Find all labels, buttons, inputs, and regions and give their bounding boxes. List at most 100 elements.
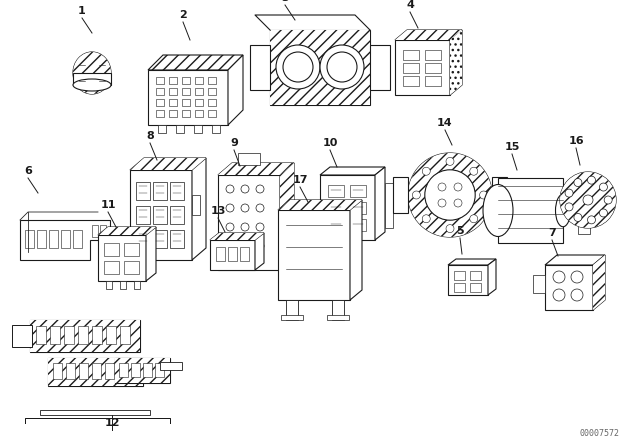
- Circle shape: [600, 209, 607, 217]
- Circle shape: [256, 223, 264, 231]
- Bar: [270, 30, 370, 105]
- Bar: [250, 45, 270, 90]
- Bar: [143, 363, 152, 377]
- Polygon shape: [210, 233, 264, 240]
- Bar: [66, 363, 75, 379]
- Polygon shape: [395, 30, 462, 40]
- Circle shape: [256, 204, 264, 212]
- Bar: [158, 125, 166, 133]
- Bar: [578, 222, 590, 234]
- Bar: [498, 178, 563, 243]
- Bar: [169, 88, 177, 95]
- Circle shape: [565, 203, 573, 211]
- Ellipse shape: [483, 185, 513, 237]
- Bar: [350, 219, 366, 231]
- Circle shape: [588, 216, 595, 224]
- Bar: [30, 320, 140, 352]
- Bar: [156, 99, 164, 106]
- Bar: [170, 230, 184, 248]
- Circle shape: [588, 176, 595, 184]
- Bar: [120, 281, 126, 289]
- Polygon shape: [450, 30, 462, 95]
- Bar: [270, 30, 370, 105]
- Text: 5: 5: [456, 226, 464, 236]
- Circle shape: [454, 183, 462, 191]
- Text: 4: 4: [406, 0, 414, 10]
- Bar: [210, 240, 255, 270]
- Bar: [48, 358, 143, 386]
- Bar: [79, 363, 88, 379]
- Bar: [148, 70, 228, 125]
- Circle shape: [226, 204, 234, 212]
- Circle shape: [408, 153, 492, 237]
- Circle shape: [438, 183, 446, 191]
- Circle shape: [479, 191, 488, 199]
- Bar: [448, 265, 488, 295]
- Text: 13: 13: [211, 206, 226, 216]
- Circle shape: [600, 183, 607, 191]
- Bar: [403, 50, 419, 60]
- Circle shape: [470, 215, 477, 223]
- Circle shape: [241, 185, 249, 193]
- Polygon shape: [320, 167, 385, 175]
- Circle shape: [226, 223, 234, 231]
- Bar: [454, 283, 465, 292]
- Bar: [578, 204, 590, 216]
- Text: 14: 14: [437, 118, 453, 128]
- Bar: [73, 230, 82, 248]
- Bar: [240, 247, 249, 261]
- Bar: [470, 283, 481, 292]
- Ellipse shape: [556, 194, 570, 227]
- Bar: [106, 281, 112, 289]
- Bar: [124, 261, 139, 274]
- Bar: [37, 230, 46, 248]
- Bar: [136, 230, 150, 248]
- Bar: [320, 175, 375, 240]
- Circle shape: [226, 242, 234, 250]
- Bar: [169, 110, 177, 117]
- Bar: [228, 247, 237, 261]
- Bar: [169, 99, 177, 106]
- Bar: [153, 230, 167, 248]
- Circle shape: [412, 191, 420, 199]
- Bar: [195, 110, 203, 117]
- Circle shape: [553, 289, 565, 301]
- Bar: [393, 177, 408, 213]
- Circle shape: [256, 242, 264, 250]
- Bar: [327, 315, 349, 320]
- Text: 00007572: 00007572: [580, 429, 620, 438]
- Bar: [208, 110, 216, 117]
- Bar: [192, 195, 200, 215]
- Bar: [134, 281, 140, 289]
- Polygon shape: [395, 30, 462, 40]
- Bar: [12, 325, 32, 347]
- Bar: [131, 363, 140, 377]
- Polygon shape: [192, 158, 206, 260]
- Polygon shape: [20, 220, 110, 260]
- Bar: [92, 326, 102, 344]
- Bar: [328, 185, 344, 197]
- Text: 16: 16: [568, 136, 584, 146]
- Polygon shape: [98, 227, 156, 235]
- Bar: [328, 219, 344, 231]
- Circle shape: [241, 223, 249, 231]
- Polygon shape: [278, 200, 362, 210]
- Bar: [48, 358, 143, 386]
- Bar: [195, 77, 203, 84]
- Circle shape: [422, 215, 430, 223]
- Bar: [578, 186, 590, 198]
- Polygon shape: [450, 30, 462, 95]
- Bar: [328, 202, 344, 214]
- Bar: [169, 77, 177, 84]
- Bar: [281, 315, 303, 320]
- Polygon shape: [280, 163, 294, 270]
- Bar: [278, 210, 350, 300]
- Circle shape: [560, 172, 616, 228]
- Bar: [454, 271, 465, 280]
- Circle shape: [82, 63, 102, 83]
- Bar: [61, 230, 70, 248]
- Polygon shape: [488, 259, 496, 295]
- Circle shape: [438, 199, 446, 207]
- Bar: [403, 63, 419, 73]
- Bar: [182, 88, 190, 95]
